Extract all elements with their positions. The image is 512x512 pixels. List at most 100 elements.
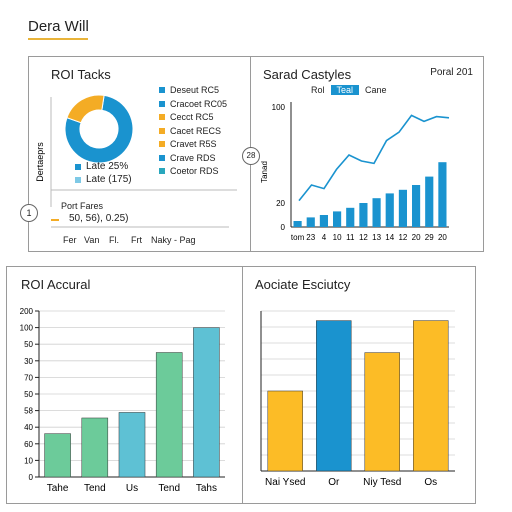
bar	[44, 433, 71, 478]
legend-item: Crave RDS	[159, 153, 216, 163]
panel-title: Sarad Castyles	[263, 67, 352, 82]
note-value: 50, 56), 0.25)	[69, 213, 129, 224]
y-tick-label: 50	[24, 390, 33, 399]
y-tick-label: 50	[24, 340, 33, 349]
legend-label: Deseut RC5	[170, 85, 220, 95]
pie-slice	[66, 94, 105, 124]
legend-swatch	[159, 168, 165, 174]
x-tick-label: 11	[346, 233, 355, 242]
legend-item: Cracoet RC05	[159, 99, 227, 109]
combo-chart: Tanad 100 20 0 tom 23 4 10 11 12 13 14 12 20 29 20	[260, 102, 450, 242]
y-tick-label: 10	[24, 456, 33, 465]
x-tick-label: Tend	[158, 483, 180, 494]
bar	[372, 198, 381, 227]
bar	[359, 203, 368, 227]
legend-label: Cecct RC5	[170, 112, 214, 122]
x-tick-label: 13	[372, 233, 381, 242]
x-tick-label: tom	[291, 233, 305, 242]
bar	[413, 320, 449, 472]
panel-sarad-castyles: Sarad Castyles Poral 201 Rol Teal Cane T…	[250, 56, 484, 252]
legend-label: Cravet R5S	[170, 139, 217, 149]
x-tick-label: Van	[84, 235, 100, 245]
panel-aociate-esciutcy: Aociate Esciutcy Nai Ysed Or Niy Tesd Os	[242, 266, 476, 504]
pie-chart: Dertaeprs	[35, 94, 237, 228]
x-tick-label: 12	[359, 233, 368, 242]
y-tick-label: 100	[20, 324, 34, 333]
sub-legend-item: Late 25%	[75, 161, 128, 172]
bar	[155, 352, 183, 478]
panel-roi-tacks: ROI Tacks Dertaeprs Deseut RC5 Cracoet RC…	[28, 56, 252, 252]
y-tick-label: 30	[24, 357, 33, 366]
panel-title: ROI Tacks	[51, 67, 111, 82]
x-tick-label: 10	[333, 233, 342, 242]
legend-swatch	[75, 176, 81, 183]
bar	[438, 162, 447, 227]
legend-swatch	[159, 114, 165, 120]
legend-item: Cacet RECS	[159, 126, 221, 136]
pie-slice	[64, 94, 134, 164]
x-tick-label: Frt	[131, 235, 142, 245]
panel-roi-accural: ROI Accural 200 100 50 30 70 50 58 40 60 10 0 Tahe T…	[6, 266, 244, 504]
bar	[81, 417, 109, 478]
x-tick-label: 14	[385, 233, 394, 242]
x-tick-label: Naky - Pag	[151, 235, 196, 245]
bar-chart: Nai Ysed Or Niy Tesd Os	[260, 310, 455, 488]
marker-label: 1	[26, 208, 32, 218]
marker-badge-1: 1	[20, 204, 38, 222]
bar	[316, 320, 352, 472]
y-tick-label: 70	[24, 373, 33, 382]
legend-label: Late 25%	[86, 161, 129, 172]
x-tick-label: Us	[126, 483, 138, 494]
legend-label: Coetor RDS	[170, 166, 219, 176]
sub-legend-item: Late (175)	[75, 174, 132, 185]
legend-swatch	[159, 100, 165, 107]
bar	[425, 176, 434, 227]
legend-label: Cracoet RC05	[170, 98, 228, 109]
bar	[293, 221, 302, 227]
legend-item: Cravet R5S	[159, 139, 217, 149]
legend-label: Crave RDS	[170, 152, 216, 163]
x-tick-label: 12	[398, 233, 407, 242]
x-tick-label: 20	[438, 233, 447, 242]
x-tick-label: Tahe	[47, 483, 69, 494]
bar	[267, 390, 303, 472]
y-tick-label: 0	[29, 473, 34, 482]
legend-swatch	[159, 127, 165, 134]
legend-swatch	[159, 87, 165, 93]
legend-item-highlight: Teal	[330, 85, 360, 95]
legend-item: Rol	[311, 85, 325, 95]
y-axis-label: Dertaeprs	[35, 142, 45, 182]
x-tick-label: Tend	[84, 483, 106, 494]
note-title: Port Fares	[61, 201, 104, 211]
bar	[306, 217, 315, 227]
legend-item: Deseut RC5	[159, 85, 219, 95]
note-marker	[51, 219, 59, 221]
series-line	[298, 114, 450, 202]
bar	[398, 189, 407, 227]
x-tick-label: 4	[322, 233, 327, 242]
bar	[385, 193, 394, 227]
marker-badge-28: 28	[242, 147, 260, 165]
x-tick-label: Niy Tesd	[363, 477, 401, 488]
x-tick-label: Fer	[63, 235, 77, 245]
y-tick-label: 40	[24, 423, 33, 432]
y-tick-label: 100	[272, 103, 286, 112]
x-tick-label: Or	[328, 477, 340, 488]
bar	[118, 412, 146, 478]
x-tick-label: Tahs	[196, 483, 217, 494]
x-tick-label: 20	[412, 233, 421, 242]
page-title: Dera Will	[28, 18, 89, 35]
x-tick-label: Fl.	[109, 235, 119, 245]
legend-item: Cane	[365, 85, 387, 95]
legend-item: Cecct RC5	[159, 112, 214, 122]
panel-title: Aociate Esciutcy	[255, 277, 351, 292]
bar	[346, 207, 355, 227]
y-tick-label: 0	[281, 223, 286, 232]
bar	[319, 215, 328, 227]
x-tick-label: 23	[306, 233, 315, 242]
legend-item: Coetor RDS	[159, 166, 219, 176]
legend-swatch	[159, 154, 165, 161]
legend-swatch	[159, 141, 165, 147]
y-tick-label: 58	[24, 407, 33, 416]
corner-label: Poral 201	[430, 67, 473, 78]
